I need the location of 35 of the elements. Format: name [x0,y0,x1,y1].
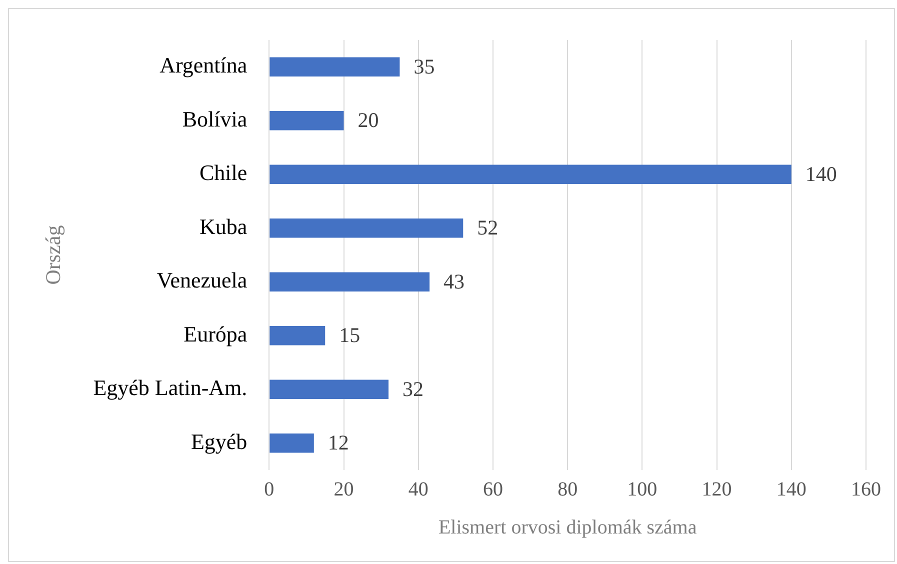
y-tick-label: Venezuela [156,268,248,293]
data-label: 35 [414,54,435,78]
y-tick-label: Egyéb [190,428,248,454]
bar [270,218,464,238]
data-label: 15 [339,323,360,348]
y-tick-label: Argentína [160,52,248,78]
bar [270,57,400,77]
x-tick-label: 100 [627,478,658,500]
x-tick-label: 40 [408,478,428,500]
y-tick-label: Európa [184,321,248,346]
data-label: 52 [477,216,498,240]
data-label: 140 [805,162,837,186]
x-tick-label: 0 [264,478,274,500]
bar [270,110,344,130]
x-tick-label: 60 [482,478,503,500]
bar [270,326,326,346]
x-tick-label: 80 [558,478,578,500]
y-tick-label: Egyéb Latin-Am. [93,375,248,400]
x-tick-label: 140 [776,478,806,500]
x-tick-label: 160 [851,478,881,500]
bar [270,433,314,453]
x-tick-label: 20 [334,478,354,500]
data-label: 20 [358,108,379,132]
y-tick-label: Kuba [200,214,248,239]
bar [270,380,389,400]
bar [270,164,792,184]
y-tick-label: Chile [199,160,248,186]
bar [270,272,430,292]
y-tick-label: Bolívia [182,106,248,132]
x-axis-title: Elismert orvosi diplomák száma [438,516,697,538]
y-axis-title: Ország [41,224,66,285]
data-label: 12 [328,430,349,455]
data-label: 43 [444,269,465,294]
x-tick-label: 120 [702,478,732,500]
data-label: 32 [402,376,424,401]
